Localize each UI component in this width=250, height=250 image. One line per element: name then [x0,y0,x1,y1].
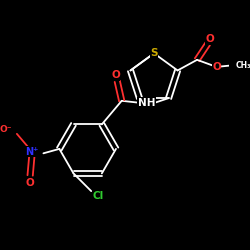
Text: Cl: Cl [93,190,104,200]
Text: CH₃: CH₃ [236,61,250,70]
Text: O: O [26,178,34,188]
Text: NH: NH [138,98,155,108]
Text: O⁻: O⁻ [0,125,12,134]
Text: S: S [150,48,158,58]
Text: O: O [111,70,120,80]
Text: N⁺: N⁺ [25,146,38,156]
Text: O: O [212,62,221,72]
Text: O: O [206,34,215,44]
